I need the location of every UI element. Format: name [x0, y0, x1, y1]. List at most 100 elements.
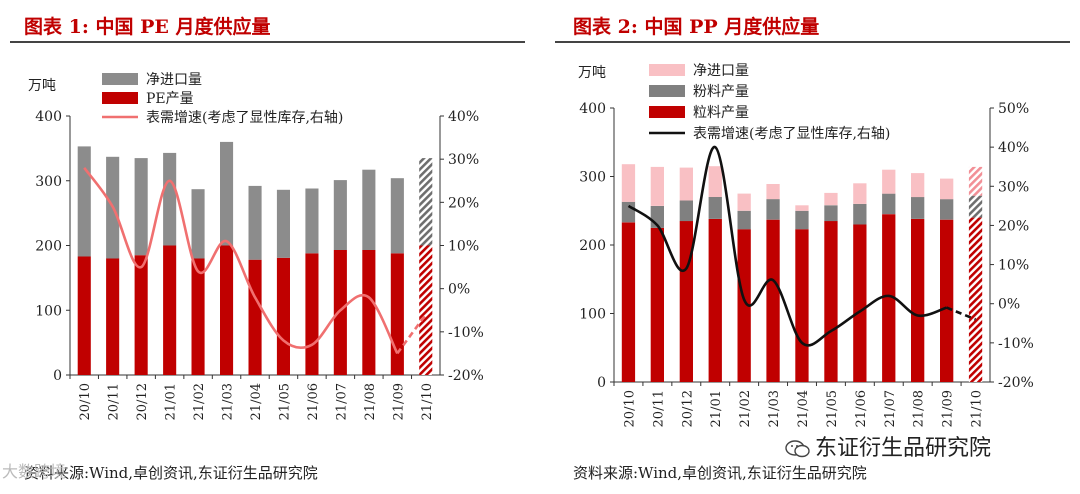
bar-pellet	[679, 221, 693, 382]
bar-net-import	[650, 166, 664, 206]
bar-pellet	[621, 222, 636, 382]
y-tick-label: 400	[579, 101, 606, 117]
y2-tick-label: 30%	[448, 152, 479, 168]
bar-net-import	[679, 167, 693, 201]
y-tick-label: 400	[35, 109, 62, 125]
legend-label-net-import: 净进口量	[693, 63, 749, 79]
bar-powder	[621, 201, 636, 223]
bar-pellet	[650, 227, 664, 382]
corner-watermark: 大数跨境	[2, 462, 67, 481]
bar-pellet	[708, 219, 722, 382]
bar-pellet	[824, 221, 838, 382]
x-tick-label: 21/10	[970, 390, 985, 427]
bar-net-import	[968, 166, 983, 196]
x-tick-label: 21/06	[306, 383, 321, 420]
pp-chart-title: 图表 2: 中国 PP 月度供应量	[573, 16, 820, 38]
legend-label-powder: 粉料产量	[693, 84, 749, 100]
watermark-text: 东证衍生品研究院	[815, 436, 992, 461]
bar-pe-production	[191, 258, 205, 375]
x-tick-label: 21/08	[363, 383, 378, 420]
x-tick-label: 21/08	[912, 390, 927, 427]
bar-pe-net-import	[134, 158, 148, 256]
y2-tick-label: -10%	[448, 325, 484, 341]
bar-powder	[940, 199, 954, 220]
bar-pe-production	[163, 245, 177, 375]
x-tick-label: 21/07	[883, 390, 898, 427]
y-tick-label: 100	[579, 307, 606, 323]
bar-pe-production	[77, 256, 91, 375]
bar-net-import	[795, 205, 809, 211]
demand-growth-line	[83, 167, 399, 354]
x-tick-label: 21/03	[221, 383, 236, 420]
x-tick-label: 21/01	[164, 383, 179, 420]
bar-pe-production	[390, 253, 404, 375]
legend-label-pe-production: PE产量	[146, 91, 194, 107]
y-tick-label: 0	[53, 368, 62, 384]
bar-powder	[882, 193, 896, 215]
legend-label-demand-growth: 表需增速(考虑了显性库存,右轴)	[146, 110, 343, 126]
bar-pe-net-import	[77, 146, 91, 257]
y-tick-label: 300	[35, 174, 62, 190]
y2-tick-label: 40%	[448, 109, 479, 125]
x-tick-label: 20/11	[107, 383, 122, 420]
demand-growth-line	[627, 145, 948, 347]
bar-pe-net-import	[419, 158, 433, 246]
bar-pe-net-import	[220, 141, 234, 246]
pe-source-note: 资料来源:Wind,卓创资讯,东证衍生品研究院	[24, 464, 318, 482]
x-tick-label: 21/02	[192, 383, 207, 420]
legend-label-net-import: 净进口量	[146, 72, 202, 88]
bar-pellet	[853, 224, 867, 382]
bar-pellet	[795, 229, 809, 382]
pe-title-divider	[10, 41, 525, 43]
x-tick-label: 21/04	[796, 390, 811, 427]
x-tick-label: 21/03	[767, 390, 782, 427]
bar-pellet	[911, 219, 925, 382]
bar-net-import	[708, 166, 722, 197]
pp-panel: 图表 2: 中国 PP 月度供应量 万吨 0 100 200 300 400 -20% -10…	[545, 0, 1080, 494]
bar-powder	[968, 195, 983, 218]
bar-powder	[679, 200, 693, 222]
bar-pe-production	[333, 250, 347, 375]
bar-pe-net-import	[362, 169, 376, 250]
x-tick-label: 20/11	[651, 390, 666, 427]
legend-swatch-net-import	[649, 64, 685, 76]
x-tick-label: 21/02	[738, 390, 753, 427]
demand-growth-line-forecast	[946, 306, 976, 321]
bar-pellet	[882, 214, 896, 382]
bar-pe-production	[305, 253, 319, 375]
x-tick-label: 20/10	[622, 390, 637, 427]
y-tick-label: 0	[597, 375, 606, 391]
bar-net-import	[853, 183, 867, 204]
x-tick-label: 21/05	[825, 390, 840, 427]
pp-supply-chart: 万吨 0 100 200 300 400 -20% -10% 0% 10% 20% 30% 40% 50%…	[578, 63, 1034, 427]
bar-pe-production	[248, 259, 262, 375]
x-tick-label: 21/06	[854, 390, 869, 427]
bar-pe-production	[134, 255, 148, 375]
legend-label-demand-growth: 表需增速(考虑了显性库存,右轴)	[693, 126, 890, 142]
y-tick-label: 300	[579, 170, 606, 186]
x-tick-label: 21/09	[941, 390, 956, 427]
y2-tick-label: 0%	[998, 297, 1020, 313]
bar-pe-net-import	[333, 180, 347, 250]
x-tick-label: 20/12	[135, 383, 150, 420]
y2-tick-label: -10%	[998, 336, 1034, 352]
bar-pellet	[968, 217, 983, 382]
x-tick-label: 20/12	[680, 390, 695, 427]
legend-swatch-pellet	[649, 106, 685, 118]
bar-pe-production	[362, 250, 376, 375]
bar-powder	[766, 199, 780, 220]
y2-tick-label: 50%	[998, 101, 1029, 117]
pp-title-divider	[555, 41, 1070, 43]
bar-pe-net-import	[305, 188, 319, 254]
bar-pe-production	[276, 257, 290, 375]
bar-net-import	[940, 178, 954, 200]
legend-swatch-net-import	[102, 73, 138, 85]
bar-pe-production	[106, 258, 120, 375]
x-tick-label: 21/09	[391, 383, 406, 420]
bar-net-import	[621, 164, 636, 202]
y2-tick-label: 30%	[998, 179, 1029, 195]
y-tick-label: 200	[35, 239, 62, 255]
demand-growth-line-forecast	[396, 313, 427, 355]
legend-label-pellet: 粒料产量	[693, 105, 749, 121]
pe-chart-title: 图表 1: 中国 PE 月度供应量	[24, 16, 271, 38]
